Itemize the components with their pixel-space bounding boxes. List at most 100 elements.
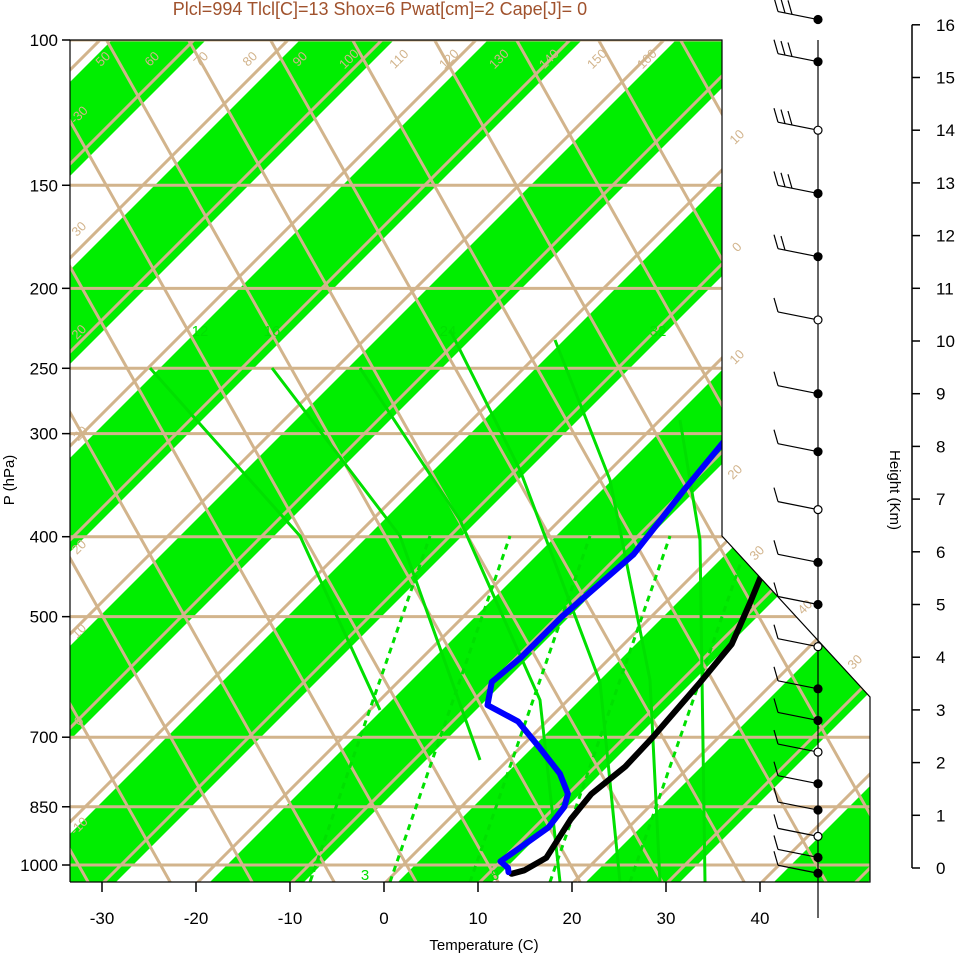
- temperature-tick-label: -30: [90, 909, 115, 928]
- wind-level-dot: [813, 642, 823, 652]
- wind-barb-flag: [780, 40, 786, 56]
- moist-adiabat: [678, 419, 707, 882]
- height-tick-label: 6: [936, 543, 945, 562]
- wind-level-dot: [813, 747, 823, 757]
- height-tick-label: 4: [936, 648, 945, 667]
- pressure-tick-label: 500: [30, 608, 58, 627]
- temperature-tick-label: 0: [379, 909, 388, 928]
- isotherm-line: [70, 40, 424, 882]
- isotherm-line: [70, 40, 612, 882]
- wind-barb: [777, 864, 819, 874]
- temperature-tick-label: 40: [751, 909, 770, 928]
- pressure-tick-label: 700: [30, 728, 58, 747]
- wind-level-dot: [813, 599, 823, 610]
- isotherm-line: [400, 40, 870, 882]
- chart-title: Plcl=994 Tlcl[C]=13 Shox=6 Pwat[cm]=2 Ca…: [173, 0, 587, 19]
- wind-level-dot: [813, 505, 823, 515]
- isopleth-label: 40: [794, 596, 815, 617]
- wind-barb-flag: [773, 234, 779, 249]
- wind-barb-flag: [780, 0, 786, 14]
- wind-level-dot: [813, 447, 823, 457]
- wind-level-dot: [813, 805, 823, 815]
- isotherm-line: [588, 40, 870, 882]
- moist-label: 8: [491, 867, 499, 884]
- height-tick-label: 15: [936, 69, 955, 88]
- wind-barb-flag: [780, 235, 786, 251]
- band-stripe: [70, 40, 622, 882]
- height-tick-label: 11: [936, 279, 954, 298]
- height-tick-label: 8: [936, 437, 945, 456]
- wind-barb-flag: [787, 174, 793, 189]
- wind-barb-flag: [773, 297, 779, 313]
- band-stripe: [70, 40, 434, 882]
- wind-barb-flag: [773, 429, 779, 444]
- isotherm-line: [70, 40, 800, 882]
- temperature-tick-label: -20: [184, 909, 209, 928]
- wind-level-dot: [813, 188, 823, 199]
- dry-adiabat-line: [328, 40, 870, 882]
- wind-barb: [777, 743, 819, 753]
- temperature-tick-label: 30: [657, 909, 676, 928]
- wind-level-dot: [813, 557, 823, 567]
- moist-label: 3: [361, 867, 369, 884]
- wind-barb: [777, 443, 819, 453]
- height-tick-label: 14: [936, 121, 955, 140]
- wind-level-dot: [813, 389, 823, 399]
- height-tick-label: 7: [936, 490, 945, 509]
- dry-adiabat-line: [82, 40, 626, 882]
- height-tick-label: 12: [936, 227, 955, 246]
- wind-level-dot: [813, 715, 823, 726]
- moist-adiabat: [148, 367, 382, 711]
- pressure-tick-label: 400: [30, 528, 58, 547]
- wind-column: [773, 0, 823, 918]
- isopleth-label: 110: [386, 46, 411, 71]
- moist-adiabat: [358, 367, 562, 882]
- isotherm-line: [70, 40, 236, 882]
- wind-barb: [777, 775, 819, 785]
- isopleth-label: 150: [584, 46, 610, 72]
- isopleth-label: 30: [746, 542, 767, 563]
- moist-label: 32: [650, 323, 667, 340]
- dry-adiabat-line: [246, 40, 790, 882]
- temperature-tick-label: -10: [278, 909, 303, 928]
- dry-adiabat-line: [70, 40, 544, 882]
- height-axis-label: Height (Km): [886, 450, 903, 530]
- wind-level-dot: [813, 852, 823, 863]
- isopleth-label: 0: [729, 239, 745, 255]
- y-axis-label: P (hPa): [1, 455, 18, 506]
- moist-label: 24: [440, 323, 457, 340]
- isopleth-label: 30: [68, 218, 89, 239]
- height-tick-label: 10: [936, 332, 955, 351]
- dry-adiabat-line: [70, 40, 380, 882]
- wind-barb-flag: [773, 624, 779, 639]
- wind-barb-flag: [773, 787, 779, 803]
- moist-adiabat: [270, 367, 482, 761]
- wind-barb-flag: [773, 666, 779, 681]
- wind-barb: [777, 801, 819, 811]
- isopleth-label: 10: [726, 346, 747, 367]
- wind-barb-flag: [780, 172, 786, 188]
- moist-adiabat: [553, 339, 662, 882]
- dry-adiabat-line: [70, 40, 462, 882]
- moist-label: -: [310, 867, 315, 884]
- moist-label: 12: [192, 323, 209, 340]
- wind-barb-flag: [773, 171, 779, 186]
- wind-level-dot: [813, 831, 823, 841]
- temperature-tick-label: 20: [563, 909, 582, 928]
- isotherm-line: [70, 40, 518, 882]
- pressure-tick-label: 300: [30, 425, 58, 444]
- pressure-tick-label: 850: [30, 798, 58, 817]
- x-axis-label: Temperature (C): [429, 937, 538, 954]
- wind-level-dot: [813, 868, 823, 878]
- isopleth-label: 30: [844, 651, 865, 672]
- band-stripe: [132, 40, 870, 882]
- isopleth-label: 10: [726, 126, 747, 147]
- height-tick-label: 0: [936, 859, 945, 878]
- pressure-tick-label: 1000: [20, 856, 58, 875]
- wind-barb-flag: [773, 108, 779, 123]
- pressure-tick-label: 100: [30, 31, 58, 50]
- wind-barb: [777, 595, 819, 606]
- wind-barb-flag: [773, 540, 779, 555]
